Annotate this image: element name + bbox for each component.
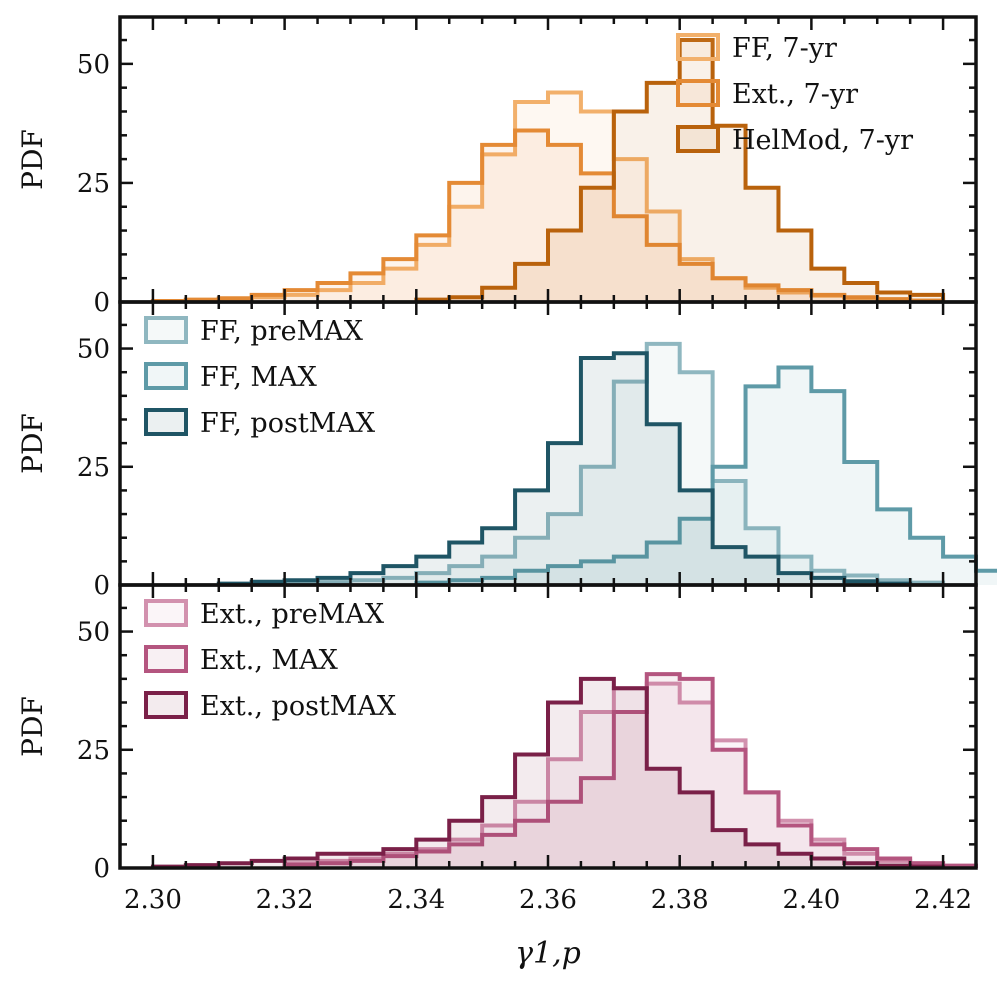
x-tick-label: 2.36 xyxy=(519,885,577,915)
x-tick-label: 2.30 xyxy=(124,885,182,915)
legend-label-1-1: FF, 7-yr xyxy=(732,33,837,64)
legend-swatch-3-1 xyxy=(144,599,188,627)
series-line-3-2 xyxy=(282,672,978,868)
legend-label-3-3: Ext., postMAX xyxy=(200,691,397,722)
panel-2: 0 25 50 PDF FF, preMAX FF, MAX FF, postMAX xyxy=(16,300,997,601)
series-fill-3-2 xyxy=(284,674,976,868)
legend-3: Ext., preMAX Ext., MAX Ext., postMAX xyxy=(144,599,397,722)
series-fill-1-1 xyxy=(152,92,944,302)
legend-label-2-2: FF, MAX xyxy=(200,362,318,393)
y-tick-label-3: 50 xyxy=(77,618,110,648)
y-tick-label-3: 25 xyxy=(77,736,110,766)
legend-label-2-3: FF, postMAX xyxy=(200,408,376,439)
panel-1: 0 25 50 PDF FF, 7-yr Ext., 7-yr HelMod, 7-yr xyxy=(16,15,978,318)
legend-swatch-2-3 xyxy=(144,408,188,436)
y-tick-label-1: 0 xyxy=(93,288,110,318)
legend-label-1-3: HelMod, 7-yr xyxy=(732,125,913,156)
legend-swatch-2-2 xyxy=(144,362,188,390)
y-tick-label-1: 50 xyxy=(77,50,110,80)
series-fill-3-3 xyxy=(152,678,944,868)
series-fill-2-2 xyxy=(416,367,997,585)
x-tick-label: 2.38 xyxy=(651,885,709,915)
y-tick-label-2: 0 xyxy=(93,571,110,601)
legend-swatch-1-1 xyxy=(676,33,720,61)
x-tick-label: 2.32 xyxy=(256,885,314,915)
legend-2: FF, preMAX FF, MAX FF, postMAX xyxy=(144,316,376,439)
legend-label-3-1: Ext., preMAX xyxy=(200,599,385,630)
series-fill-2-3 xyxy=(218,353,911,585)
legend-swatch-3-2 xyxy=(144,645,188,673)
legend-label-2-1: FF, preMAX xyxy=(200,316,364,347)
legend-swatch-3-3 xyxy=(144,691,188,719)
legend-swatch-1-2 xyxy=(676,79,720,107)
y-axis-title-1: PDF xyxy=(16,129,49,190)
legend-label-3-2: Ext., MAX xyxy=(200,645,339,676)
x-axis-title: γ1,p xyxy=(515,936,581,971)
series-line-2-3 xyxy=(216,351,913,586)
series-line-1-3 xyxy=(414,38,946,302)
series-fill-1-2 xyxy=(152,130,944,302)
x-tick-label: 2.34 xyxy=(387,885,445,915)
legend-1: FF, 7-yr Ext., 7-yr HelMod, 7-yr xyxy=(676,33,913,156)
legend-swatch-2-1 xyxy=(144,316,188,344)
x-tick-label: 2.40 xyxy=(782,885,840,915)
y-tick-label-2: 25 xyxy=(77,453,110,483)
y-tick-label-2: 50 xyxy=(77,335,110,365)
y-axis-title-3: PDF xyxy=(16,696,49,757)
panel-3: 0 25 50 PDF Ext., preMAX Ext., MAX Ext., postM… xyxy=(16,583,978,884)
y-tick-label-3: 0 xyxy=(93,854,110,884)
series-line-2-2 xyxy=(414,365,997,585)
x-tick-label: 2.42 xyxy=(914,885,972,915)
y-axis-title-2: PDF xyxy=(16,413,49,474)
legend-swatch-1-3 xyxy=(676,125,720,153)
legend-label-1-2: Ext., 7-yr xyxy=(732,79,858,110)
y-tick-label-1: 25 xyxy=(77,169,110,199)
